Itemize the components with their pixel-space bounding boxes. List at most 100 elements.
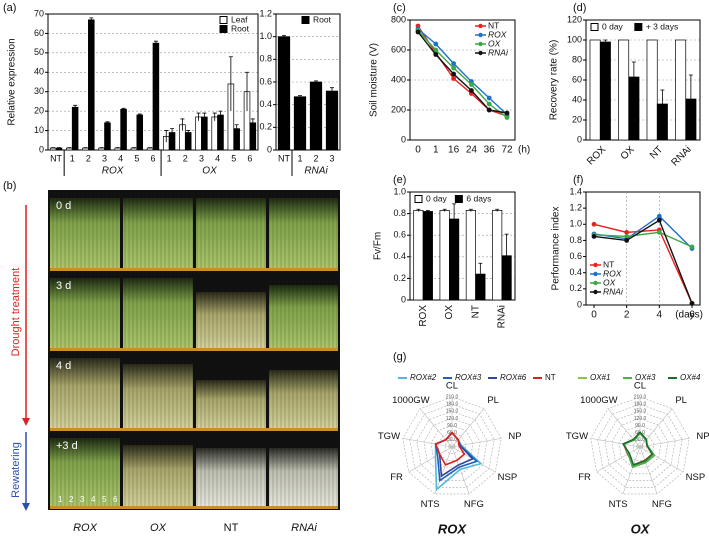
legend-label: OX#4 <box>680 373 701 382</box>
y-tick-label: 400 <box>391 74 406 84</box>
point <box>451 65 456 71</box>
y-tick-label: 0.4 <box>393 251 406 261</box>
axis-label: 1000GW <box>580 395 618 406</box>
x-tick-label: 5 <box>231 153 236 163</box>
y-tick-label: 40 <box>572 94 582 104</box>
y-tick-label: 1.2 <box>259 8 272 18</box>
point <box>656 229 662 235</box>
axis-label: NP <box>696 431 709 442</box>
grid-ring <box>625 432 655 461</box>
y-tick-label: 70 <box>34 8 44 18</box>
error-bar <box>631 61 636 92</box>
radar-title: OX <box>631 521 651 536</box>
bar <box>618 39 630 141</box>
legend-label: 0 day <box>426 193 448 203</box>
y-tick-label: 60 <box>572 74 582 84</box>
y-tick-label: 0 <box>577 299 582 309</box>
legend-label: ROX <box>603 268 622 278</box>
point <box>451 76 456 81</box>
bar <box>675 39 687 141</box>
panel-label: (b) <box>3 180 16 192</box>
plant-number: 3 <box>80 495 85 504</box>
error-bar <box>504 233 509 278</box>
bar <box>599 41 611 141</box>
axis-label: FR <box>578 472 591 483</box>
spoke <box>639 446 684 473</box>
bar <box>589 39 601 141</box>
series-line <box>417 28 508 116</box>
y-tick-label: 0.8 <box>393 208 406 218</box>
group-label: ROX <box>73 522 98 534</box>
grid-ring <box>618 425 662 468</box>
bar <box>152 42 160 151</box>
point <box>504 110 510 116</box>
x-tick-label: NT <box>50 153 62 163</box>
y-tick-label: 20 <box>34 106 44 116</box>
y-tick-label: 200 <box>391 104 406 114</box>
error-bar <box>164 130 169 143</box>
legend-label: NT <box>488 20 499 30</box>
y-tick-label: 0.6 <box>259 76 272 86</box>
photo-panel: (b) 0 d 3 d 4 d +3 d 1 2 3 4 5 6 ROX OX … <box>3 180 340 534</box>
grid-ring <box>597 403 683 488</box>
grid-ring <box>416 410 488 481</box>
grid-ring <box>430 425 474 468</box>
plot-frame <box>409 191 516 301</box>
x-tick-label: 0 <box>591 310 597 321</box>
grid-ring <box>437 432 467 461</box>
bar <box>413 210 424 301</box>
y-tick-label: 0 <box>401 134 406 144</box>
y-tick-label: 0.6 <box>569 251 582 261</box>
legend-marker <box>478 41 483 47</box>
radar-title: ROX <box>438 521 468 536</box>
legend-swatch <box>454 195 463 203</box>
error-bar <box>228 56 233 112</box>
panel-label: (g) <box>393 351 406 363</box>
y-tick-label: 800 <box>391 14 406 24</box>
x-tick-label: 36 <box>484 145 496 156</box>
bar <box>309 81 323 151</box>
x-tick-label: 2 <box>624 310 630 321</box>
x-tick-label: 4 <box>657 310 663 321</box>
spoke <box>596 446 641 473</box>
error-bar <box>186 130 191 135</box>
x-tick-label: 1 <box>433 145 439 156</box>
x-tick-label: 2 <box>313 153 318 163</box>
point <box>486 101 492 107</box>
error-bar <box>442 208 447 212</box>
grid-ring <box>402 396 502 495</box>
error-bar <box>73 104 78 110</box>
error-bar <box>330 87 334 95</box>
error-bar <box>56 147 61 149</box>
axis-label: NP <box>508 431 521 442</box>
y-tick-label: 0.8 <box>259 54 272 64</box>
grid-ring <box>590 396 690 495</box>
point <box>469 88 474 93</box>
bar <box>88 19 95 151</box>
error-bar <box>660 89 665 118</box>
point <box>415 29 421 35</box>
grid-ring <box>444 439 460 455</box>
axis-label: NSP <box>686 472 706 483</box>
spoke <box>451 408 485 448</box>
series-polygon <box>434 431 466 466</box>
x-tick-label: OX <box>619 144 637 162</box>
error-bar <box>131 147 136 149</box>
spoke <box>622 446 641 495</box>
legend-label: + 3 days <box>646 21 678 31</box>
point <box>624 238 630 243</box>
plant-number: 5 <box>102 495 107 504</box>
axis-label: PL <box>487 395 499 406</box>
legend-label: ROX#2 <box>410 373 437 382</box>
group-label: OX <box>202 166 217 177</box>
x-tick-label: 0 <box>415 145 421 156</box>
legend-marker <box>593 289 598 295</box>
bar <box>325 90 339 151</box>
x-tick-label: 24 <box>466 145 478 156</box>
axis-label: NTS <box>609 499 628 510</box>
point <box>469 82 474 87</box>
spoke <box>408 446 453 473</box>
error-bar <box>212 112 217 121</box>
error-bar <box>99 147 104 149</box>
bar <box>293 96 307 151</box>
